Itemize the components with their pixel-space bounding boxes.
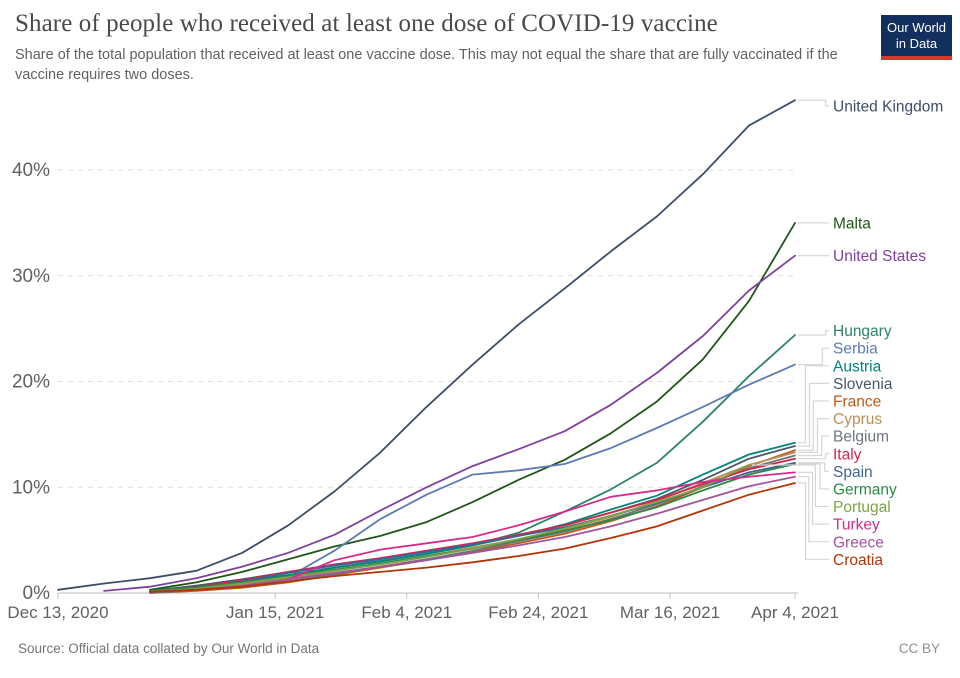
line-serbia[interactable] [149, 363, 796, 592]
label-connector-slovenia [798, 382, 829, 447]
line-turkey[interactable] [287, 471, 796, 581]
chart-footer: Source: Official data collated by Our Wo… [18, 641, 940, 656]
label-connector-portugal [751, 464, 829, 508]
x-tick-label-dec-13,-2020: Dec 13, 2020 [7, 603, 108, 622]
label-connector-spain [798, 462, 829, 472]
label-connector-germany [798, 463, 829, 490]
series-label-cyprus[interactable]: Cyprus [833, 411, 882, 428]
y-tick-label-10%: 10% [12, 477, 50, 498]
owid-logo-line2: in Data [895, 36, 938, 51]
line-malta[interactable] [149, 222, 796, 591]
owid-logo-line1: Our World [887, 20, 946, 35]
line-united-kingdom[interactable] [57, 99, 796, 591]
series-label-turkey[interactable]: Turkey [833, 517, 880, 534]
line-greece[interactable] [149, 475, 796, 593]
label-connector-italy [798, 453, 829, 460]
label-connector-serbia [798, 347, 829, 366]
line-portugal[interactable] [149, 464, 750, 593]
line-france[interactable] [149, 449, 796, 594]
series-label-malta[interactable]: Malta [833, 215, 871, 232]
series-label-hungary[interactable]: Hungary [833, 323, 892, 340]
series-label-france[interactable]: France [833, 393, 881, 410]
line-united-states[interactable] [103, 254, 796, 592]
chart-titles: Share of people who received at least on… [15, 10, 847, 85]
line-austria[interactable] [149, 441, 796, 592]
x-tick-label-apr-4,-2021: Apr 4, 2021 [751, 603, 839, 622]
series-label-italy[interactable]: Italy [833, 446, 862, 463]
series-label-belgium[interactable]: Belgium [833, 429, 889, 446]
y-tick-label-30%: 30% [12, 266, 50, 287]
line-italy[interactable] [149, 457, 796, 593]
label-connector-croatia [798, 482, 829, 560]
license-link[interactable]: CC BY [898, 641, 940, 656]
x-tick-label-feb-4,-2021: Feb 4, 2021 [361, 603, 452, 622]
label-connector-hungary [798, 330, 829, 336]
line-croatia[interactable] [149, 482, 796, 593]
series-label-spain[interactable]: Spain [833, 464, 873, 481]
series-label-greece[interactable]: Greece [833, 534, 884, 551]
series-label-united-states[interactable]: United States [833, 248, 926, 265]
series-label-portugal[interactable]: Portugal [833, 499, 891, 516]
label-connector-france [798, 400, 829, 451]
chart-header: Share of people who received at least on… [15, 10, 952, 85]
x-tick-label-feb-24,-2021: Feb 24, 2021 [488, 603, 588, 622]
line-slovenia[interactable] [149, 445, 796, 592]
series-label-united-kingdom[interactable]: United Kingdom [833, 99, 943, 116]
x-tick-label-jan-15,-2021: Jan 15, 2021 [226, 603, 324, 622]
chart-subtitle: Share of the total population that recei… [15, 47, 838, 83]
series-label-croatia[interactable]: Croatia [833, 552, 883, 569]
owid-logo[interactable]: Our World in Data [881, 15, 952, 60]
label-connector-cyprus [798, 418, 829, 453]
label-connector-greece [798, 476, 829, 543]
label-connector-belgium [798, 435, 829, 457]
y-tick-label-40%: 40% [12, 160, 50, 181]
series-label-germany[interactable]: Germany [833, 481, 897, 498]
chart-title: Share of people who received at least on… [15, 10, 718, 37]
y-tick-label-20%: 20% [12, 372, 50, 393]
series-label-serbia[interactable]: Serbia [833, 341, 878, 358]
label-connector-united-kingdom [798, 99, 829, 107]
label-connector-turkey [798, 471, 829, 525]
series-label-austria[interactable]: Austria [833, 358, 882, 375]
x-tick-label-mar-16,-2021: Mar 16, 2021 [620, 603, 720, 622]
label-connector-austria [798, 365, 829, 444]
y-tick-label-0%: 0% [23, 583, 51, 604]
source-note: Source: Official data collated by Our Wo… [18, 641, 320, 656]
series-label-slovenia[interactable]: Slovenia [833, 376, 893, 393]
